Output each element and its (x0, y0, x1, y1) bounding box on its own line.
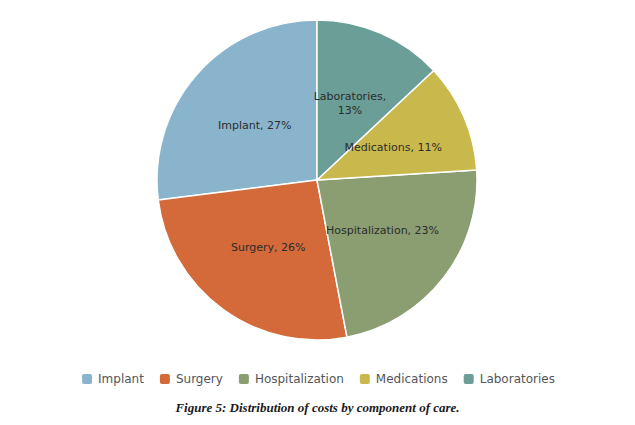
svg-text:Medications: Medications (376, 372, 448, 386)
svg-text:Implant: Implant (98, 372, 144, 386)
svg-text:Hospitalization: Hospitalization (255, 372, 344, 386)
svg-text:Laboratories: Laboratories (480, 372, 555, 386)
svg-text:13%: 13% (338, 104, 362, 117)
svg-text:Implant, 27%: Implant, 27% (218, 119, 291, 132)
svg-text:Laboratories,: Laboratories, (314, 90, 386, 103)
svg-text:Medications, 11%: Medications, 11% (345, 141, 442, 154)
svg-text:Hospitalization, 23%: Hospitalization, 23% (326, 224, 439, 237)
svg-text:Surgery, 26%: Surgery, 26% (231, 241, 306, 254)
svg-text:Figure 5: Distribution of cost: Figure 5: Distribution of costs by compo… (174, 400, 459, 415)
svg-text:Surgery: Surgery (176, 372, 223, 386)
